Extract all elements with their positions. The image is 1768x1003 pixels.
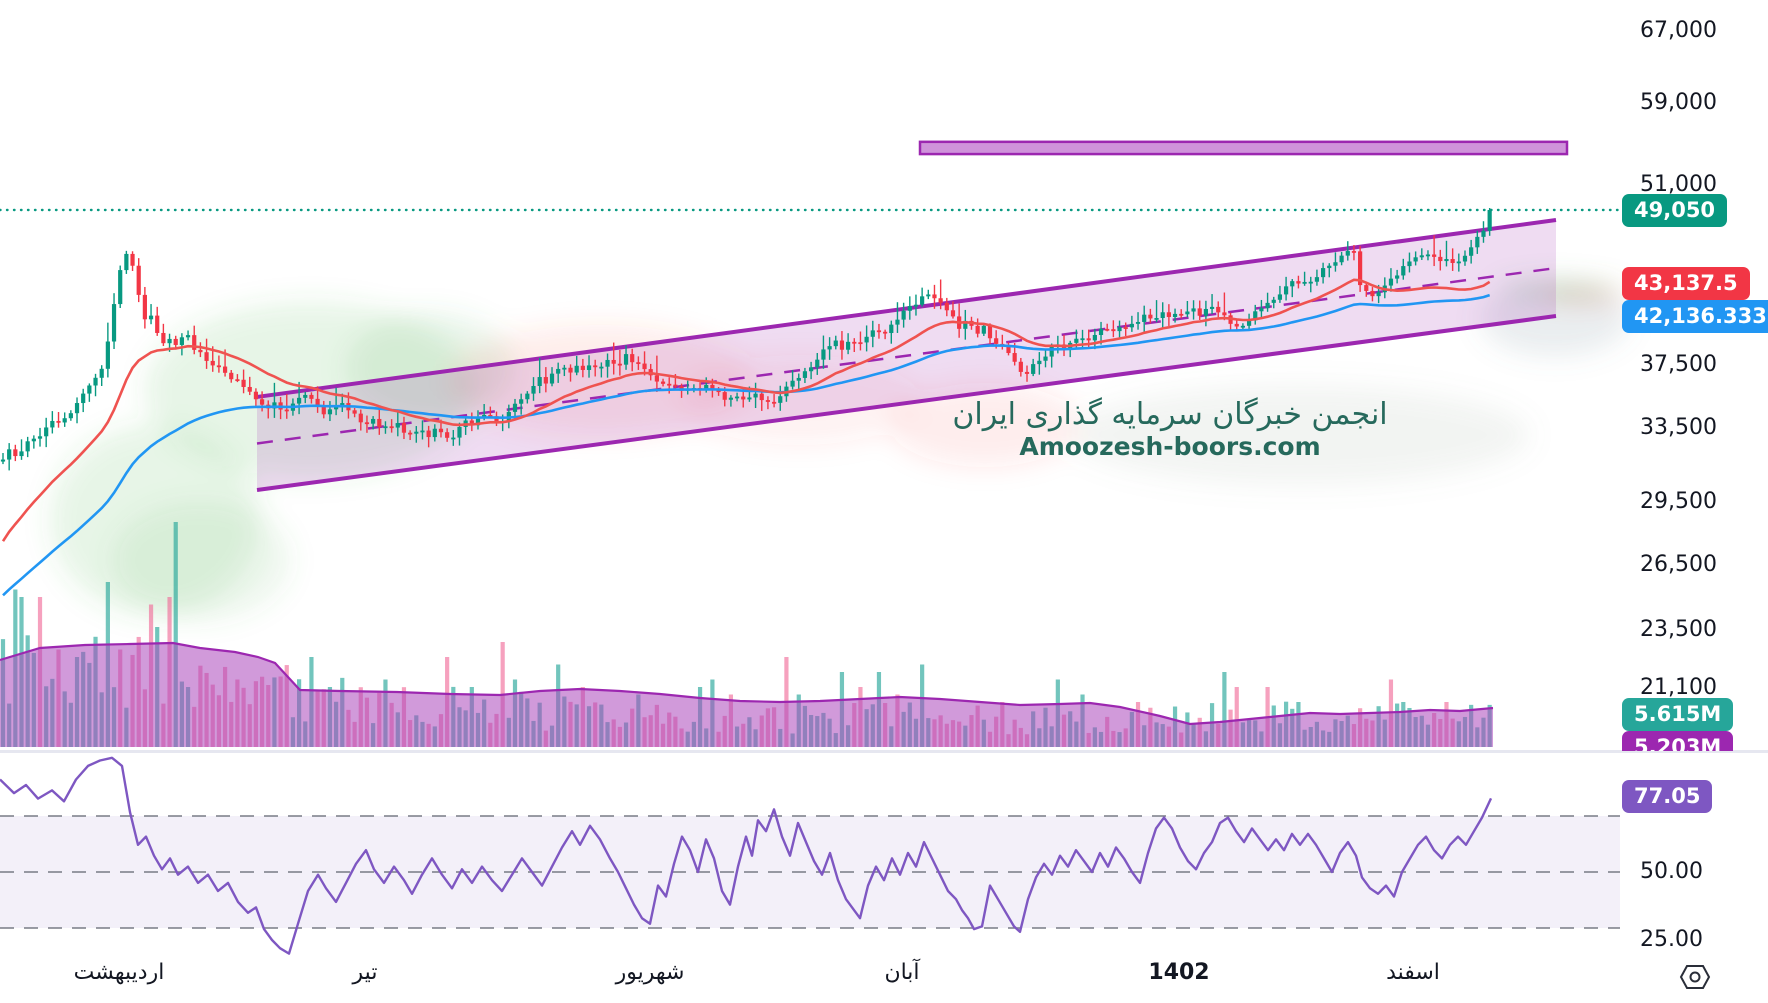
- price-axis-label: 37,500: [1640, 352, 1717, 377]
- ma-fast-badge: 43,137.5: [1622, 267, 1750, 300]
- ma-slow-badge: 42,136.333: [1622, 300, 1768, 333]
- rsi-axis-label: 25.00: [1640, 927, 1703, 952]
- pane-separator[interactable]: [0, 750, 1768, 753]
- price-axis-label: 23,500: [1640, 617, 1717, 642]
- price-axis-label: 29,500: [1640, 489, 1717, 514]
- rsi-line: [0, 756, 1493, 955]
- price-axis-label: 51,000: [1640, 172, 1717, 197]
- rectangle-drawing: [918, 140, 1569, 156]
- watermark-persian-text: انجمن خبرگان سرمایه گذاری ایران: [952, 397, 1388, 432]
- ma-slow-line: [2, 293, 1491, 597]
- rsi-badge: 77.05: [1622, 780, 1713, 813]
- watermark: انجمن خبرگان سرمایه گذاری ایران Amoozesh…: [950, 397, 1390, 462]
- time-scale[interactable]: [0, 952, 1620, 1003]
- vol-ma-badge: 5.203M: [1622, 731, 1734, 751]
- time-axis-label: شهریور: [615, 960, 685, 985]
- ma-fast-line: [1, 278, 1491, 542]
- watermark-site-text: Amoozesh-boors.com: [1019, 432, 1321, 461]
- volume-ma-line: [0, 641, 1494, 726]
- price-axis-label: 33,500: [1640, 415, 1717, 440]
- last-price-badge: 49,050: [1622, 194, 1728, 227]
- vol-last-badge: 5.615M: [1622, 698, 1734, 731]
- price-axis-label: 26,500: [1640, 552, 1717, 577]
- price-axis-label: 67,000: [1640, 18, 1717, 43]
- time-axis-label: تیر: [352, 960, 378, 985]
- timezone-settings-icon[interactable]: [1678, 962, 1712, 996]
- price-axis-label: 59,000: [1640, 90, 1717, 115]
- price-axis-label: 21,100: [1640, 675, 1717, 700]
- volume-ma-area: [0, 643, 1493, 747]
- rsi-axis-label: 50.00: [1640, 859, 1703, 884]
- time-axis-label: آبان: [884, 960, 920, 985]
- time-axis-label: اسفند: [1386, 960, 1440, 985]
- time-axis-label: اردیبهشت: [73, 960, 165, 985]
- trend-channel: [256, 218, 1557, 492]
- time-axis-label: 1402: [1148, 960, 1210, 985]
